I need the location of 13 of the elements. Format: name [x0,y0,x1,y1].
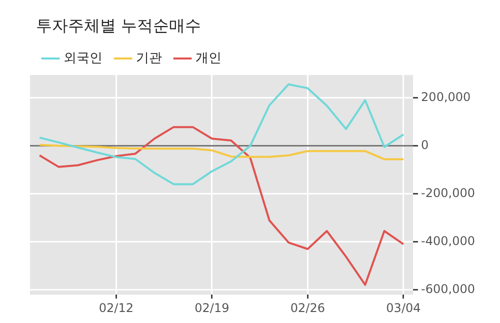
x-tick-label: 02/12 [98,300,134,315]
legend-label: 개인 [196,50,222,66]
legend-label: 기관 [136,50,162,66]
legend-label: 외국인 [64,50,102,66]
chart-title: 투자주체별 누적순매수 [36,16,202,37]
y-tick-label: -600,000 [421,282,475,296]
y-tick-label: -400,000 [421,234,475,248]
x-tick-label: 02/26 [290,300,326,315]
y-tick-label: -200,000 [421,186,475,200]
x-tick-label: 02/19 [194,300,230,315]
y-tick-label: 0 [421,138,429,152]
x-tick-label: 03/04 [386,300,421,315]
y-tick-label: 200,000 [421,90,471,104]
